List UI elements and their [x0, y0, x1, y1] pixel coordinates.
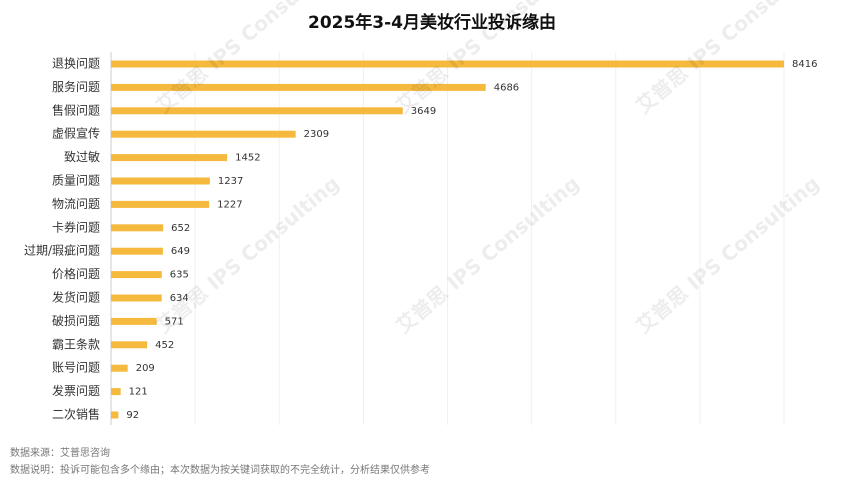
y-tick-label: 价格问题 — [52, 266, 100, 281]
source: 数据来源：艾普思咨询 — [10, 446, 110, 459]
bar — [111, 60, 784, 68]
bar — [111, 83, 486, 91]
bar — [111, 247, 163, 255]
y-tick-label: 卡券问题 — [52, 219, 100, 234]
bar — [111, 154, 228, 162]
y-tick-label: 退换问题 — [52, 57, 100, 71]
bar — [111, 364, 128, 372]
y-tick-label: 物流问题 — [52, 197, 100, 211]
bar — [111, 271, 162, 279]
value-label: 2309 — [304, 129, 329, 140]
y-tick-label: 发票问题 — [52, 383, 100, 398]
y-tick-label: 二次销售 — [52, 407, 100, 422]
bar — [111, 388, 121, 396]
value-label: 1452 — [235, 153, 260, 164]
value-label: 8416 — [792, 59, 817, 70]
y-tick-label: 霸王条款 — [52, 337, 100, 351]
bar — [111, 107, 403, 115]
value-label: 571 — [165, 316, 184, 327]
bar — [111, 341, 148, 349]
value-label: 635 — [170, 270, 189, 281]
y-tick-label: 破损问题 — [52, 313, 100, 328]
value-label: 4686 — [494, 82, 519, 93]
value-label: 92 — [126, 410, 139, 421]
y-tick-label: 虚假宣传 — [52, 126, 100, 141]
value-label: 652 — [171, 223, 190, 234]
bar — [111, 317, 157, 325]
value-label: 3649 — [411, 106, 436, 117]
value-label: 1227 — [217, 199, 242, 210]
value-label: 209 — [136, 363, 155, 374]
bar — [111, 294, 162, 302]
y-tick-label: 过期/瑕疵问题 — [24, 243, 100, 258]
y-tick-label: 质量问题 — [52, 174, 100, 188]
y-tick-label: 账号问题 — [52, 361, 100, 375]
value-label: 649 — [171, 246, 190, 257]
chart-title: 2025年3-4月美妆行业投诉缘由 — [308, 12, 556, 33]
bar — [111, 200, 210, 208]
bar — [111, 177, 210, 185]
y-tick-label: 售假问题 — [52, 102, 100, 117]
value-label: 634 — [170, 293, 189, 304]
value-label: 452 — [155, 340, 174, 351]
bar — [111, 411, 119, 419]
bar — [111, 224, 164, 232]
note: 数据说明：投诉可能包含多个缘由；本次数据为按关键词获取的不完全统计，分析结果仅供… — [10, 463, 430, 476]
y-tick-label: 服务问题 — [52, 79, 100, 94]
value-label: 1237 — [218, 176, 243, 187]
bar — [111, 130, 296, 138]
y-tick-label: 发货问题 — [52, 290, 100, 305]
value-label: 121 — [129, 387, 148, 398]
y-tick-label: 致过敏 — [64, 149, 100, 164]
